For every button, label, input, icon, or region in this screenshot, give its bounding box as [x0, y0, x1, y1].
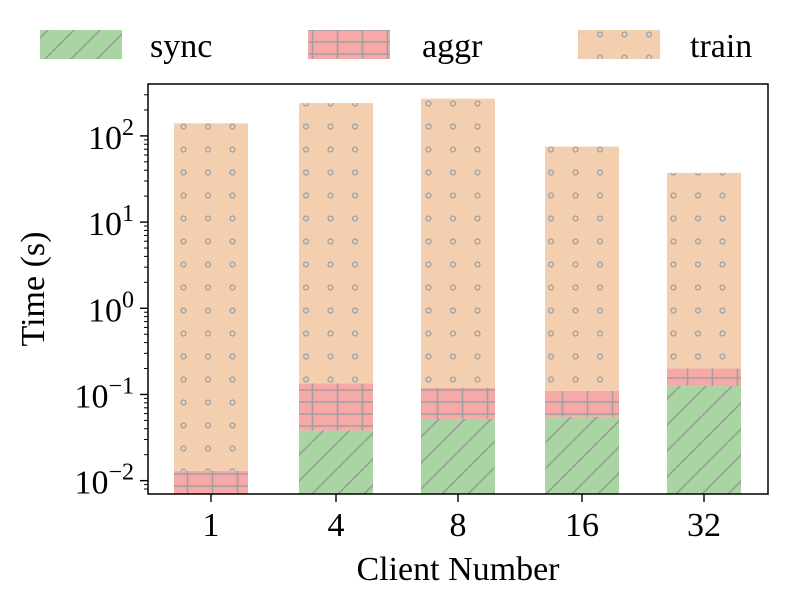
bar-aggr-16 — [545, 390, 619, 417]
y-tick-label: 10−2 — [74, 460, 134, 502]
x-tick-label: 1 — [203, 507, 220, 544]
bar-hatch — [421, 418, 495, 494]
legend-item-sync: sync — [40, 28, 212, 65]
bar-sync-8 — [421, 418, 495, 494]
y-tick-label: 100 — [88, 287, 134, 329]
legend-item-aggr: aggr — [308, 28, 483, 65]
bars — [174, 98, 741, 494]
bar-train-32 — [667, 172, 741, 369]
bar-hatch — [667, 172, 741, 369]
bar-hatch — [174, 470, 248, 494]
x-axis-label: Client Number — [356, 551, 560, 588]
bar-hatch — [545, 390, 619, 417]
legend-swatch-hatch — [308, 30, 390, 59]
bar-train-4 — [299, 103, 373, 384]
bar-hatch — [174, 123, 248, 471]
x-tick-label: 16 — [565, 507, 599, 544]
y-tick-label: 101 — [88, 201, 134, 243]
bar-train-8 — [421, 98, 495, 388]
legend-label: aggr — [422, 28, 483, 65]
x-tick-label: 32 — [687, 507, 721, 544]
bar-train-1 — [174, 123, 248, 471]
y-tick-label: 102 — [88, 115, 134, 157]
bar-sync-4 — [299, 430, 373, 494]
bar-aggr-4 — [299, 383, 373, 431]
bar-hatch — [421, 98, 495, 388]
legend-label: train — [690, 28, 752, 65]
bar-hatch — [299, 103, 373, 384]
y-axis-label: Time (s) — [15, 232, 52, 347]
bar-train-16 — [545, 146, 619, 391]
bar-hatch — [299, 430, 373, 494]
legend-label: sync — [150, 28, 212, 65]
axes: 10−2 10−1 100 101 102 1 4 8 16 32 Client Number Tim… — [15, 83, 769, 588]
bar-aggr-32 — [667, 368, 741, 387]
bar-hatch — [667, 368, 741, 387]
bar-hatch — [545, 416, 619, 494]
legend: sync aggr train — [40, 28, 752, 65]
legend-swatch-hatch — [578, 30, 660, 59]
y-tick-label: 10−1 — [74, 373, 134, 415]
legend-item-train: train — [578, 28, 752, 65]
x-tick-label: 4 — [328, 507, 345, 544]
bar-sync-32 — [667, 386, 741, 494]
bar-aggr-1 — [174, 470, 248, 494]
bar-hatch — [421, 387, 495, 419]
bar-aggr-8 — [421, 387, 495, 419]
bar-hatch — [545, 146, 619, 391]
x-tick-label: 8 — [450, 507, 467, 544]
legend-swatch-hatch — [40, 30, 122, 59]
bar-hatch — [299, 383, 373, 431]
bar-hatch — [667, 386, 741, 494]
bar-sync-16 — [545, 416, 619, 494]
